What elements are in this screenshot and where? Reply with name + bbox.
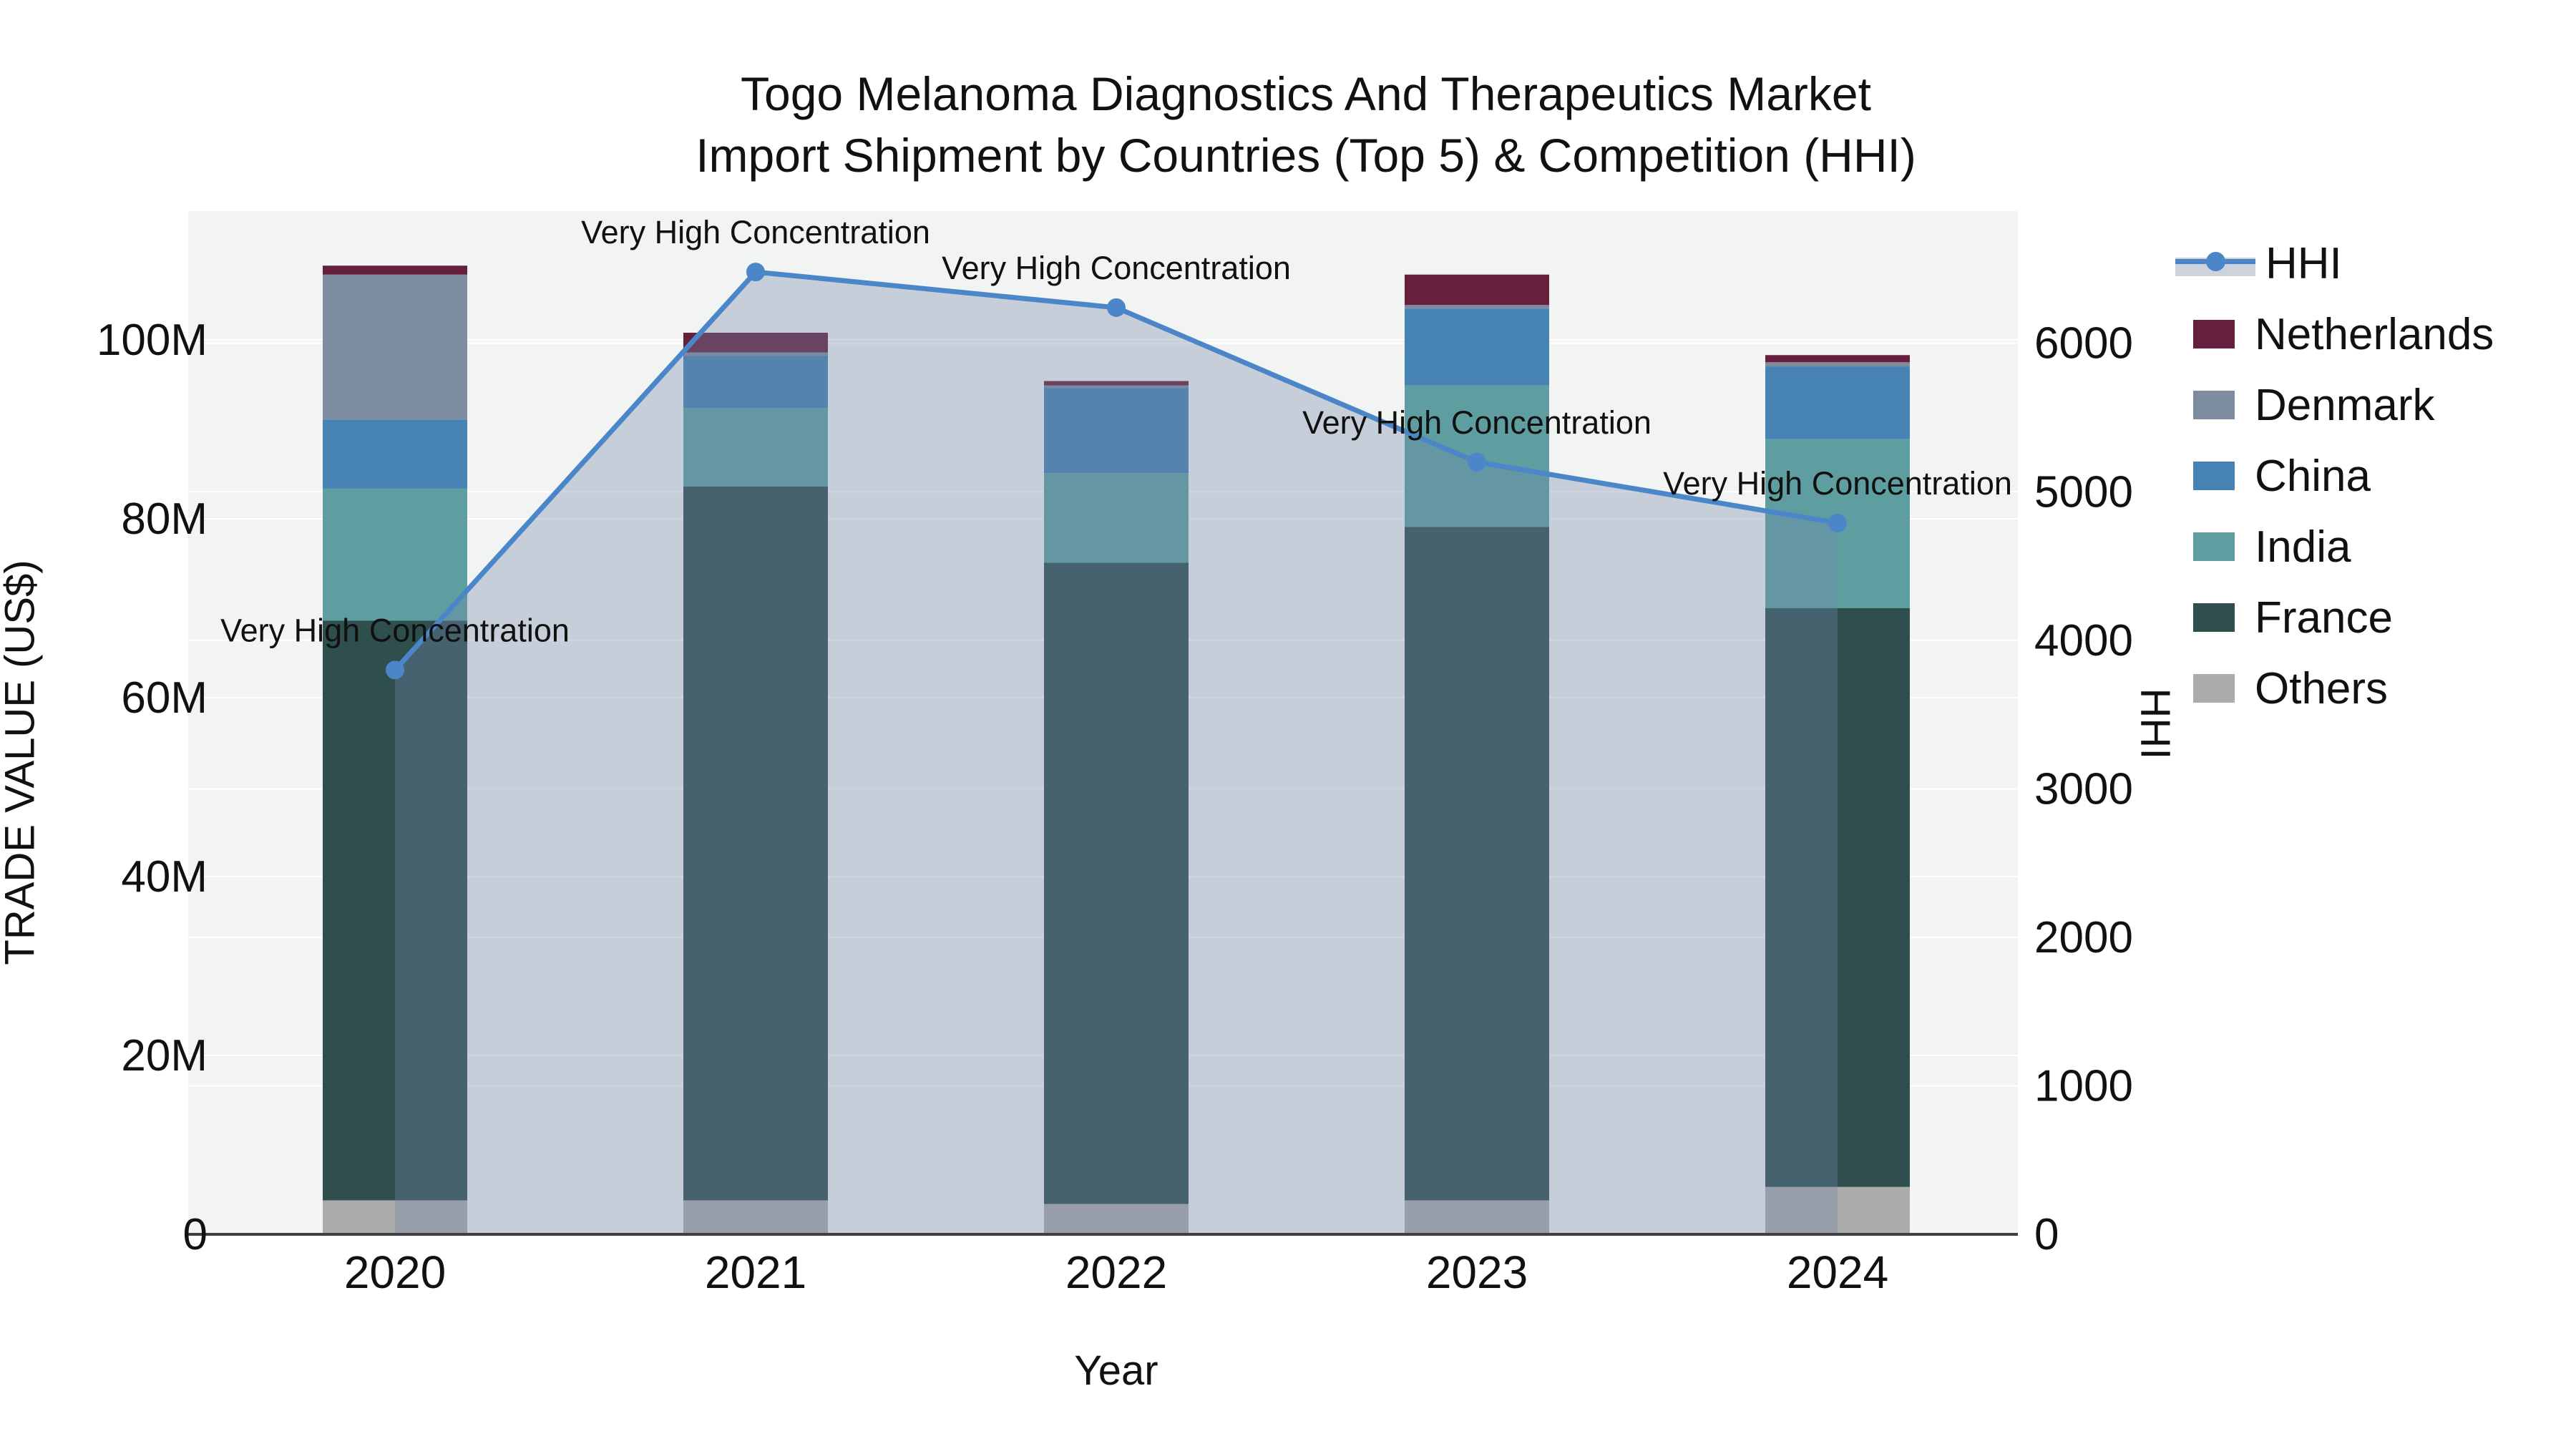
hhi-marker-2021[interactable] — [746, 263, 765, 282]
annotation-2023: Very High Concentration — [1302, 404, 1652, 441]
bar-segment-china-2021[interactable] — [683, 356, 828, 409]
legend-swatch-china — [2193, 462, 2235, 490]
y-left-tick-label: 0 — [183, 1210, 208, 1259]
legend-item-netherlands[interactable]: Netherlands — [2175, 306, 2494, 363]
bar-segment-netherlands-2022[interactable] — [1044, 381, 1189, 386]
annotation-2020: Very High Concentration — [220, 612, 570, 648]
legend-label: HHI — [2265, 238, 2342, 288]
legend-item-hhi[interactable]: HHI — [2175, 235, 2342, 292]
x-tick-label-2024: 2024 — [1787, 1246, 1888, 1298]
bar-segment-others-2021[interactable] — [683, 1200, 828, 1235]
bar-segment-china-2023[interactable] — [1405, 308, 1549, 386]
legend-swatch-denmark — [2193, 391, 2235, 419]
bar-segment-others-2022[interactable] — [1044, 1204, 1189, 1235]
bar-segment-china-2024[interactable] — [1765, 366, 1910, 439]
y-right-tick-label: 6000 — [2034, 319, 2133, 369]
x-tick-label-2022: 2022 — [1065, 1246, 1167, 1298]
legend-swatch-netherlands — [2193, 320, 2235, 348]
bar-segment-india-2020[interactable] — [323, 488, 467, 621]
legend-item-denmark[interactable]: Denmark — [2175, 376, 2435, 434]
legend-item-china[interactable]: China — [2175, 447, 2371, 504]
x-tick-label-2023: 2023 — [1426, 1246, 1528, 1298]
bar-segment-denmark-2020[interactable] — [323, 274, 467, 420]
legend-label: Others — [2255, 663, 2389, 713]
bar-segment-denmark-2021[interactable] — [683, 352, 828, 356]
bar-segment-denmark-2023[interactable] — [1405, 305, 1549, 309]
y-left-tick-label: 40M — [121, 852, 208, 902]
y-right-tick-label: 4000 — [2034, 616, 2133, 665]
bar-segment-france-2020[interactable] — [323, 620, 467, 1201]
legend-item-others[interactable]: Others — [2175, 660, 2388, 717]
hhi-marker-2020[interactable] — [386, 660, 404, 680]
y-right-tick-label: 5000 — [2034, 467, 2133, 517]
bar-segment-netherlands-2023[interactable] — [1405, 274, 1549, 306]
chart-title: Togo Melanoma Diagnostics And Therapeuti… — [590, 63, 2021, 186]
legend-label: France — [2255, 592, 2393, 643]
x-tick-label-2020: 2020 — [344, 1246, 446, 1298]
y-right-tick-label: 3000 — [2034, 764, 2133, 814]
bar-segment-france-2021[interactable] — [683, 487, 828, 1201]
y-right-tick-label: 1000 — [2034, 1061, 2133, 1111]
y-left-tick-label: 60M — [121, 673, 208, 723]
hhi-marker-2022[interactable] — [1107, 298, 1126, 317]
chart-title-line2: Import Shipment by Countries (Top 5) & C… — [696, 129, 1916, 182]
hhi-marker-2023[interactable] — [1468, 452, 1486, 472]
legend-swatch-india — [2193, 532, 2235, 561]
bar-segment-others-2020[interactable] — [323, 1200, 467, 1235]
bar-segment-netherlands-2020[interactable] — [323, 265, 467, 275]
bar-segment-china-2020[interactable] — [323, 419, 467, 489]
legend-item-france[interactable]: France — [2175, 589, 2393, 646]
legend-label: Netherlands — [2255, 309, 2494, 359]
y-right-tick-label: 0 — [2034, 1210, 2059, 1259]
legend-swatch-others — [2193, 674, 2235, 703]
bar-segment-denmark-2024[interactable] — [1765, 362, 1910, 367]
bar-segment-france-2023[interactable] — [1405, 527, 1549, 1201]
legend-item-india[interactable]: India — [2175, 518, 2351, 575]
legend-label: India — [2255, 522, 2351, 572]
legend-label: Denmark — [2255, 380, 2435, 430]
bar-segment-netherlands-2021[interactable] — [683, 333, 828, 353]
bar-segment-netherlands-2024[interactable] — [1765, 355, 1910, 363]
bar-segment-denmark-2022[interactable] — [1044, 385, 1189, 389]
chart-title-line1: Togo Melanoma Diagnostics And Therapeuti… — [741, 67, 1871, 120]
hhi-marker-2024[interactable] — [1828, 513, 1847, 532]
bar-segment-others-2023[interactable] — [1405, 1200, 1549, 1235]
bar-segment-france-2024[interactable] — [1765, 608, 1910, 1187]
hhi-area-fill — [395, 272, 1838, 1234]
x-axis-title: Year — [1074, 1347, 1158, 1394]
annotation-2021: Very High Concentration — [581, 214, 930, 250]
legend-swatch-france — [2193, 603, 2235, 632]
y-left-tick-label: 80M — [121, 494, 208, 544]
legend-label: China — [2255, 451, 2371, 501]
annotation-2024: Very High Concentration — [1663, 465, 2012, 502]
y-right-tick-label: 2000 — [2034, 913, 2133, 962]
hhi-line-legend-sample-icon — [2175, 249, 2255, 278]
annotation-2022: Very High Concentration — [942, 250, 1291, 286]
bar-segment-india-2022[interactable] — [1044, 473, 1189, 563]
x-tick-label-2021: 2021 — [705, 1246, 806, 1298]
bar-segment-china-2022[interactable] — [1044, 388, 1189, 474]
y-left-tick-label: 20M — [121, 1031, 208, 1080]
y-left-tick-label: 100M — [97, 316, 208, 365]
bar-segment-india-2021[interactable] — [683, 408, 828, 487]
bar-segment-others-2024[interactable] — [1765, 1186, 1910, 1234]
bar-segment-france-2022[interactable] — [1044, 562, 1189, 1204]
